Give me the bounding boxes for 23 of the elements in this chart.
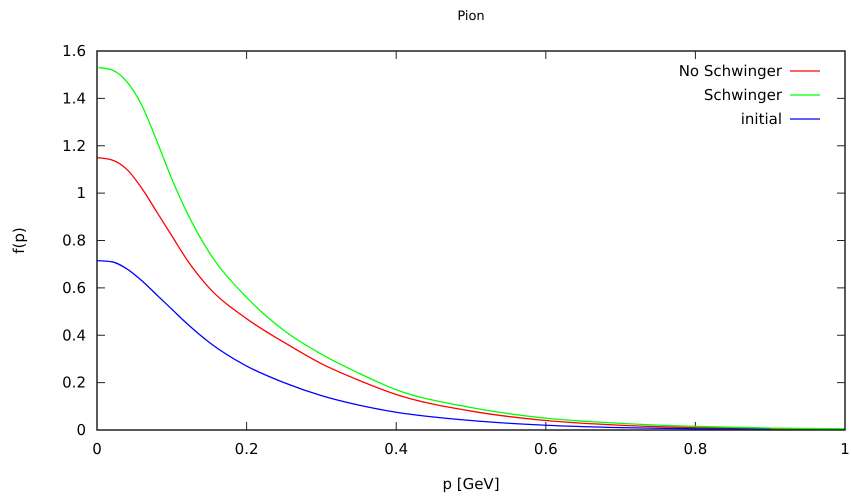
legend-label: Schwinger <box>704 86 783 104</box>
x-tick-label: 0.6 <box>534 440 558 458</box>
x-tick-label: 0.2 <box>234 440 259 458</box>
y-axis-title: f(p) <box>10 227 28 254</box>
x-tick-label: 1 <box>840 440 850 458</box>
y-tick-label: 1.6 <box>62 42 86 60</box>
y-tick-label: 0.2 <box>62 374 86 392</box>
y-tick-label: 0 <box>76 421 86 439</box>
x-axis-title: p [GeV] <box>442 475 500 493</box>
legend-label: No Schwinger <box>678 62 783 80</box>
x-tick-label: 0.4 <box>384 440 408 458</box>
y-tick-label: 0.6 <box>62 278 86 297</box>
y-tick-label: 0.4 <box>62 326 86 344</box>
y-tick-label: 1.4 <box>62 89 86 108</box>
x-tick-label: 0.8 <box>683 440 708 458</box>
line-series <box>96 260 771 430</box>
chart-title: Pion <box>457 9 485 24</box>
y-tick-label: 1 <box>76 184 86 202</box>
legend-label: initial <box>740 110 782 128</box>
line-series <box>98 66 846 430</box>
y-tick-label: 1.2 <box>62 136 86 155</box>
y-tick-label: 0.8 <box>62 232 86 250</box>
x-tick-label: 0 <box>92 440 102 458</box>
